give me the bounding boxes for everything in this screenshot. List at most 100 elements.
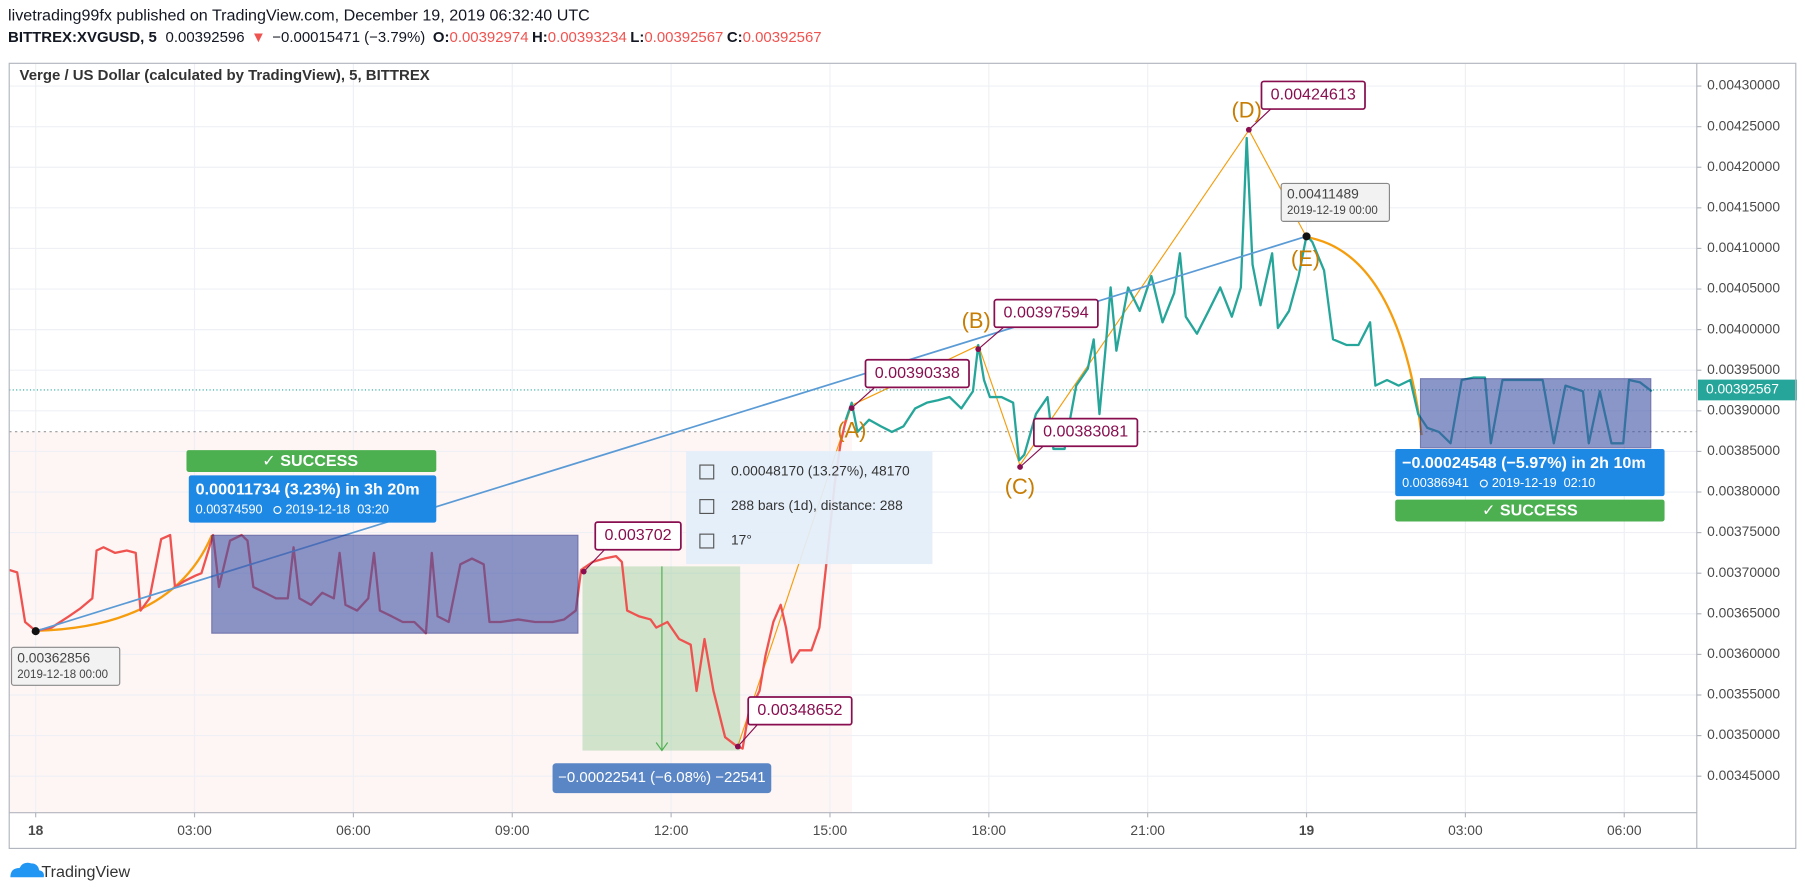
y-tick-label: 0.00365000 <box>1707 604 1780 620</box>
quote-line: BITTREX:XVGUSD, 5 0.00392596 ▼ −0.000154… <box>8 29 822 46</box>
y-tick-label: 0.00410000 <box>1707 239 1780 255</box>
brand: TradingView <box>41 863 130 881</box>
arc <box>1306 236 1423 436</box>
price-label: 0.00424613 <box>1271 86 1356 104</box>
pivot-point <box>1302 232 1311 241</box>
ohlc-key: O: <box>433 29 450 46</box>
price-label: 0.00348652 <box>757 701 842 719</box>
curve <box>35 534 213 632</box>
label-connector <box>583 549 605 572</box>
clock-icon <box>1479 479 1488 488</box>
label-box <box>864 358 970 389</box>
y-tick-label: 0.00360000 <box>1707 645 1780 661</box>
price-label: 0.00390338 <box>875 364 960 382</box>
x-tick-label: 21:00 <box>1130 822 1165 838</box>
measure-change: 0.00011734 (3.23%) in 3h 20m <box>196 481 420 499</box>
label-connector <box>737 724 758 747</box>
x-tick-label: 09:00 <box>495 822 530 838</box>
position-box <box>211 534 579 634</box>
status: ✓ SUCCESS <box>1482 501 1578 519</box>
frame <box>8 62 1797 849</box>
measure-price: 0.00374590 <box>196 502 263 516</box>
symbol: BITTREX:XVGUSD, 5 <box>8 29 157 46</box>
y-tick-label: 0.00405000 <box>1707 280 1780 296</box>
last-price: 0.00392596 <box>166 29 245 46</box>
y-tick-label: 0.00400000 <box>1707 320 1780 336</box>
stats-panel <box>686 451 933 565</box>
point <box>580 568 587 575</box>
y-tick-label: 0.00385000 <box>1707 442 1780 458</box>
y-tick-label: 0.00355000 <box>1707 686 1780 702</box>
y-tick-label: 0.00415000 <box>1707 198 1780 214</box>
ohlc-value: 0.00392567 <box>743 29 822 46</box>
y-tick-label: 0.00430000 <box>1707 77 1780 93</box>
y-tick-label: 0.00370000 <box>1707 564 1780 580</box>
wave-label: (C) <box>1005 474 1035 499</box>
label-connector <box>1248 108 1272 131</box>
range-box <box>552 763 772 794</box>
x-tick-label: 18 <box>28 822 44 838</box>
change: −0.00015471 (−3.79%) <box>272 29 425 46</box>
ohlc-key: C: <box>727 29 743 46</box>
y-tick-label: 0.00425000 <box>1707 117 1780 133</box>
last-price-box <box>1697 379 1797 401</box>
pivot-date: 2019-12-19 00:00 <box>1287 205 1378 217</box>
layer: 0.00345000 0.00350000 0.00355000 0.00360000… <box>8 77 1797 838</box>
chart-title: Verge / US Dollar (calculated by Trading… <box>20 67 430 84</box>
y-tick-label: 0.00420000 <box>1707 158 1780 174</box>
ohlc-key: L: <box>630 29 644 46</box>
status-box <box>1395 499 1665 522</box>
x-tick-label: 03:00 <box>177 822 212 838</box>
stats-icon <box>699 533 715 549</box>
stats-text: 0.00048170 (13.27%), 48170 <box>731 463 910 479</box>
arrow: ▼ <box>251 29 266 46</box>
point <box>848 405 855 411</box>
y-tick-label: 0.00390000 <box>1707 401 1780 417</box>
measure-price: 0.00386941 <box>1402 476 1469 490</box>
ohlc-value: 0.00392974 <box>450 29 529 46</box>
range-arrow-head <box>655 742 669 752</box>
stats-text: 288 bars (1d), distance: 288 <box>731 497 903 513</box>
x-tick-label: 06:00 <box>336 822 371 838</box>
label-box <box>1033 417 1139 448</box>
price-label: 0.00397594 <box>1004 304 1089 322</box>
logo-icon <box>10 862 44 878</box>
measure-box <box>1395 448 1665 497</box>
point <box>975 346 982 353</box>
x-tick-label: 18:00 <box>972 822 1007 838</box>
logo: TradingView <box>10 862 130 881</box>
position-box <box>1419 378 1652 449</box>
x-tick-label: 06:00 <box>1607 822 1642 838</box>
pivot-point <box>31 627 40 636</box>
label-box <box>594 521 682 551</box>
measure-change: −0.00024548 (−5.97%) in 2h 10m <box>1402 454 1646 472</box>
measure-date: 2019-12-19 02:10 <box>1492 476 1595 490</box>
range-label: −0.00022541 (−6.08%) −22541 <box>558 769 765 786</box>
pivot-price: 0.00411489 <box>1287 186 1359 202</box>
wave-label: (A) <box>837 417 866 442</box>
label-box <box>1260 80 1366 110</box>
label-connector <box>1019 445 1044 468</box>
price-label: 0.00383081 <box>1043 423 1128 441</box>
wave-label: (B) <box>962 308 991 333</box>
point <box>1245 126 1252 133</box>
y-tick-label: 0.00395000 <box>1707 361 1780 377</box>
y-tick-label: 0.00345000 <box>1707 767 1780 783</box>
wave-label: (D) <box>1232 97 1262 122</box>
stats-icon <box>699 499 715 514</box>
x-tick-label: 15:00 <box>813 822 848 838</box>
label-connector <box>977 326 1004 350</box>
measure-box <box>188 475 437 523</box>
pivot-price: 0.00362856 <box>17 649 90 665</box>
y-tick-label: 0.00375000 <box>1707 523 1780 539</box>
pivot-box <box>1280 182 1390 222</box>
price-label: 0.003702 <box>604 526 671 544</box>
pivot-date: 2019-12-18 00:00 <box>17 669 108 681</box>
wave-label: (E) <box>1291 246 1320 271</box>
y-tick-label: 0.00350000 <box>1707 726 1780 742</box>
point <box>1017 464 1023 470</box>
point <box>734 743 741 750</box>
x-tick-label: 19 <box>1299 822 1315 838</box>
label-box <box>993 298 1099 329</box>
pivot-box <box>10 646 121 686</box>
